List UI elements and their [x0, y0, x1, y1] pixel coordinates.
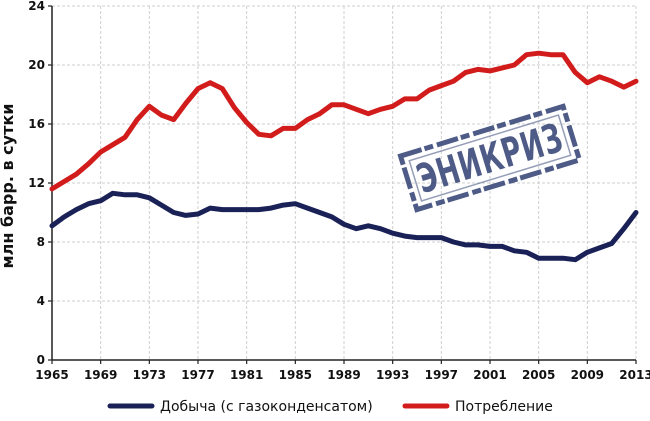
y-tick-label: 20 — [28, 58, 45, 72]
x-tick-label: 1977 — [181, 368, 214, 382]
x-tick-label: 1969 — [84, 368, 117, 382]
x-tick-label: 1973 — [133, 368, 166, 382]
y-tick-label: 16 — [28, 117, 45, 131]
y-tick-label: 0 — [37, 353, 45, 367]
x-tick-labels: 1965 1969 1973 1977 1981 1985 1989 1993 1997 2001… — [35, 360, 650, 382]
y-tick-labels: 0 4 8 12 16 20 24 — [28, 0, 52, 367]
y-tick-label: 12 — [28, 176, 45, 190]
x-tick-label: 2005 — [522, 368, 555, 382]
x-tick-label: 1965 — [35, 368, 68, 382]
x-tick-label: 1989 — [327, 368, 360, 382]
y-axis-label: млн барр. в сутки — [0, 104, 17, 269]
series — [49, 50, 639, 263]
x-tick-label: 1993 — [376, 368, 409, 382]
x-tick-label: 1997 — [425, 368, 458, 382]
x-tick-label: 2009 — [571, 368, 604, 382]
x-tick-label: 2001 — [473, 368, 506, 382]
y-tick-label: 4 — [37, 294, 45, 308]
y-tick-label: 8 — [37, 235, 45, 249]
series-line-2 — [49, 50, 639, 192]
x-tick-label: 1981 — [230, 368, 263, 382]
y-tick-label: 24 — [28, 0, 45, 13]
x-tick-label: 1985 — [279, 368, 312, 382]
grid — [52, 5, 637, 360]
series-line-1 — [49, 190, 639, 263]
x-tick-label: 2013 — [619, 368, 650, 382]
legend: Добыча (с газоконденсатом) Потребление — [107, 399, 553, 415]
legend-label: Добыча (с газоконденсатом) — [160, 399, 373, 415]
legend-label: Потребление — [455, 399, 553, 415]
